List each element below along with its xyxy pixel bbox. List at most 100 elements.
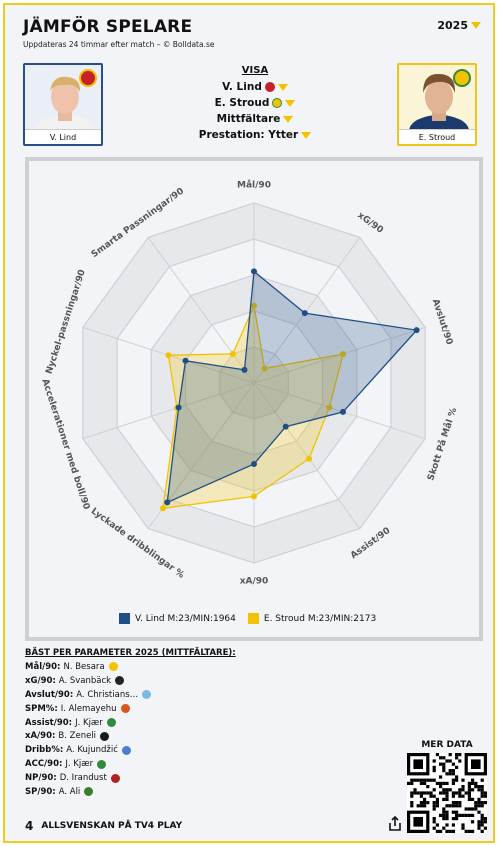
data-point	[306, 455, 313, 462]
footer-link[interactable]: 4 ALLSVENSKAN PÅ TV4 PLAY	[25, 819, 182, 833]
data-point	[164, 499, 171, 506]
best-heading: BÄST PER PARAMETER 2025 (MITTFÄLTARE):	[25, 648, 236, 658]
more-data[interactable]: MER DATA	[403, 740, 491, 750]
best-row: NP/90: D. Irandust	[25, 771, 325, 785]
axis-line	[82, 382, 255, 440]
club-badge-icon	[97, 759, 107, 769]
axis-label: Nyckel-passningar/90	[45, 268, 88, 375]
best-row: ACC/90: J. Kjær	[25, 757, 325, 771]
parameter-key: Avslut/90:	[25, 689, 74, 700]
parameter-key: Mål/90:	[25, 661, 61, 672]
parameter-key: SP/90:	[25, 786, 56, 797]
axis-label: Mål/90	[237, 180, 271, 191]
season-value: 2025	[437, 19, 468, 32]
best-player: A. Svanbäck	[58, 675, 112, 686]
legend-item-right: E. Stroud M:23/MIN:2173	[247, 613, 377, 624]
qr-code[interactable]	[407, 753, 487, 833]
data-point	[326, 404, 333, 411]
legend-item-left: V. Lind M:23/MIN:1964	[119, 613, 236, 624]
best-row: SP/90: A. Ali	[25, 785, 325, 799]
player-card-right[interactable]: E. Stroud	[397, 63, 477, 146]
dropdown-triangle-icon	[471, 22, 481, 29]
data-point	[340, 408, 347, 415]
parameter-key: Dribb%:	[25, 745, 64, 756]
axis-label: Assist/90	[349, 526, 392, 561]
best-row: SPM%: I. Alemayehu	[25, 702, 325, 716]
dropdown-triangle-icon	[277, 83, 288, 91]
best-player: A. Kujundžić	[66, 745, 118, 756]
club-badge-icon	[272, 98, 283, 108]
legend-swatch	[119, 613, 130, 624]
best-player: A. Christians…	[76, 689, 139, 700]
view-selector: VISA V. Lind E. Stroud Mittfältare Prest…	[165, 65, 345, 143]
club-badge-icon	[84, 787, 94, 797]
club-badge-icon	[108, 662, 118, 672]
club-badge-icon	[115, 676, 125, 686]
data-point	[229, 350, 236, 357]
data-point	[175, 404, 182, 411]
best-player: J. Kjær	[75, 717, 103, 728]
best-row: Dribb%: A. Kujundžić	[25, 743, 325, 757]
parameter-key: ACC/90:	[25, 759, 63, 770]
tv4-logo: 4	[25, 819, 34, 833]
radar-svg: Mål/90 xG/90 Avslut/90 Skott På Mål % Assist…	[39, 180, 459, 587]
season-select[interactable]: 2025	[437, 19, 481, 32]
share-icon[interactable]	[388, 816, 402, 832]
data-point	[340, 351, 347, 358]
position-select[interactable]: Mittfältare	[165, 111, 345, 127]
player2-value: E. Stroud	[214, 97, 270, 109]
club-badge-icon	[453, 69, 471, 87]
data-point	[282, 423, 289, 430]
data-point	[413, 327, 420, 334]
best-player: A. Ali	[58, 786, 81, 797]
player2-select[interactable]: E. Stroud	[165, 95, 345, 111]
best-player: B. Zeneli	[58, 731, 97, 742]
best-row: Avslut/90: A. Christians…	[25, 688, 325, 702]
best-row: Mål/90: N. Besara	[25, 660, 325, 674]
footer-text: ALLSVENSKAN PÅ TV4 PLAY	[41, 821, 183, 831]
parameter-key: NP/90:	[25, 773, 57, 784]
club-badge-icon	[142, 690, 152, 700]
page-title: JÄMFÖR SPELARE	[23, 17, 193, 37]
parameter-key: SPM%:	[25, 703, 58, 714]
axis-line	[253, 237, 361, 384]
data-point	[160, 505, 167, 512]
best-row: xG/90: A. Svanbäck	[25, 674, 325, 688]
best-per-parameter: BÄST PER PARAMETER 2025 (MITTFÄLTARE): M…	[25, 648, 325, 799]
legend-label: V. Lind M:23/MIN:1964	[135, 614, 236, 624]
parameter-key: xA/90:	[25, 731, 56, 742]
axis-line	[253, 382, 361, 529]
data-point	[301, 310, 308, 317]
data-point	[182, 357, 189, 364]
club-badge-icon	[100, 731, 110, 741]
club-badge-icon	[121, 745, 131, 755]
data-point	[241, 366, 248, 373]
club-badge-icon	[264, 82, 275, 92]
radar-chart: Mål/90 xG/90 Avslut/90 Skott På Mål % Assist…	[25, 157, 483, 641]
mode-value: Prestation: Ytter	[198, 129, 299, 141]
club-badge-icon	[106, 718, 116, 727]
axis-label: xA/90	[240, 577, 269, 587]
player1-value: V. Lind	[222, 81, 262, 93]
club-badge-icon	[120, 704, 130, 714]
data-point	[251, 493, 257, 500]
data-point	[261, 365, 268, 372]
data-point	[251, 302, 257, 309]
best-row: xA/90: B. Zeneli	[25, 729, 325, 743]
legend-label: E. Stroud M:23/MIN:2173	[263, 614, 377, 624]
player1-select[interactable]: V. Lind	[165, 79, 345, 95]
axis-label: xG/90	[355, 211, 384, 236]
club-badge-icon	[110, 773, 120, 783]
best-player: D. Irandust	[59, 773, 107, 784]
player-card-left[interactable]: V. Lind	[23, 63, 103, 146]
dropdown-triangle-icon	[301, 131, 312, 139]
axis-line	[147, 237, 255, 384]
axis-label: Skott På Mål %	[425, 406, 459, 482]
dropdown-triangle-icon	[285, 99, 296, 107]
axis-line	[253, 382, 426, 440]
view-heading: VISA	[241, 65, 269, 76]
mode-select[interactable]: Prestation: Ytter	[165, 127, 345, 143]
data-point	[251, 461, 257, 467]
update-note: Uppdateras 24 timmar efter match – © Bol…	[23, 40, 215, 49]
parameter-key: xG/90:	[25, 675, 56, 686]
